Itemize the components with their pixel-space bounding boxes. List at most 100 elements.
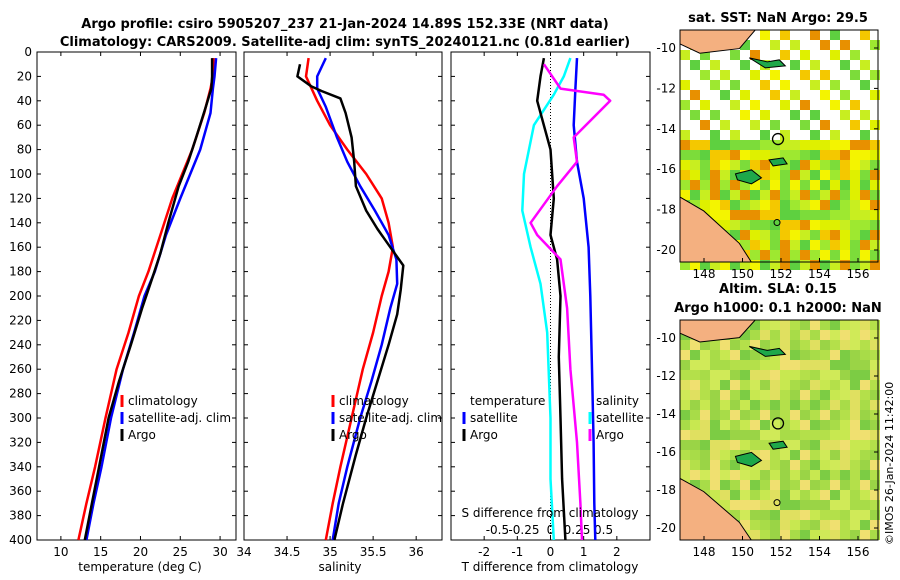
series-line-satellite-adj-clim xyxy=(315,57,399,541)
map-cell xyxy=(810,330,820,340)
legend-temperature-title: temperature xyxy=(470,394,545,408)
map-cell xyxy=(790,170,800,180)
map-cell xyxy=(720,370,730,380)
map-cell xyxy=(690,360,700,370)
map-cell xyxy=(770,400,780,410)
s-tick-label: -0.5 xyxy=(486,523,509,537)
map-cell xyxy=(680,390,690,400)
map-cell xyxy=(710,400,720,410)
map-frame xyxy=(679,29,879,263)
map-cell xyxy=(850,320,860,330)
map-cell xyxy=(860,360,870,370)
map-cell xyxy=(750,520,760,530)
y-tick-label: 400 xyxy=(9,533,32,547)
map-cell xyxy=(710,370,720,380)
map-cell xyxy=(830,200,840,210)
map-cell xyxy=(790,380,800,390)
map-cell xyxy=(800,210,810,220)
map-cell xyxy=(870,510,880,520)
map-cell xyxy=(730,470,740,480)
map-cell xyxy=(830,330,840,340)
map-cell xyxy=(780,140,790,150)
map-cell xyxy=(840,470,850,480)
map-cell xyxy=(760,340,770,350)
map-cell xyxy=(790,490,800,500)
island xyxy=(734,169,763,185)
map-cell xyxy=(690,400,700,410)
x-tick-label: -1 xyxy=(511,545,523,559)
x-tick-label: 35.5 xyxy=(360,545,387,559)
map-frame xyxy=(679,319,879,541)
map-cell xyxy=(810,180,820,190)
map-cell xyxy=(760,260,770,270)
map-cell xyxy=(830,460,840,470)
map-cell xyxy=(870,380,880,390)
map-cell xyxy=(840,460,850,470)
map-cell xyxy=(800,460,810,470)
map-cell xyxy=(740,360,750,370)
y-tick-label: 380 xyxy=(9,509,32,523)
map-cell xyxy=(760,480,770,490)
map-cell xyxy=(830,510,840,520)
map-cell xyxy=(720,440,730,450)
map-cell xyxy=(820,430,830,440)
map-cell xyxy=(720,180,730,190)
map-cell xyxy=(770,190,780,200)
map-cell xyxy=(860,420,870,430)
map-cell xyxy=(710,480,720,490)
map-cell xyxy=(790,330,800,340)
map-cell xyxy=(830,470,840,480)
map-cell xyxy=(750,400,760,410)
map-cell xyxy=(780,390,790,400)
map-cell xyxy=(810,480,820,490)
map-cell xyxy=(800,230,810,240)
map-cell xyxy=(820,320,830,330)
map-cell xyxy=(830,380,840,390)
map-cell xyxy=(780,500,790,510)
map-cell xyxy=(730,370,740,380)
map-cell xyxy=(760,150,770,160)
map-cell xyxy=(710,430,720,440)
title-line2: Climatology: CARS2009. Satellite-adj cli… xyxy=(60,35,630,50)
map-cell xyxy=(750,370,760,380)
title-line1: Argo profile: csiro 5905207_237 21-Jan-2… xyxy=(81,17,608,32)
map-cell xyxy=(730,350,740,360)
map-cell xyxy=(760,230,770,240)
map-cell xyxy=(790,220,800,230)
map-cell xyxy=(700,260,710,270)
map-cell xyxy=(790,350,800,360)
map-cell xyxy=(720,200,730,210)
map-cell xyxy=(810,470,820,480)
map-cell xyxy=(680,400,690,410)
map-cell xyxy=(770,410,780,420)
map-cell xyxy=(850,180,860,190)
map-cell xyxy=(870,330,880,340)
map-cell xyxy=(860,510,870,520)
map-cell xyxy=(780,80,790,90)
map-cell xyxy=(870,210,880,220)
x-tick-label: -2 xyxy=(478,545,490,559)
map-cell xyxy=(870,520,880,530)
map-cell xyxy=(870,170,880,180)
map-cell xyxy=(790,420,800,430)
map-cell xyxy=(860,380,870,390)
map-cell xyxy=(820,250,830,260)
map-cell xyxy=(810,350,820,360)
map-cell xyxy=(810,370,820,380)
map-cell xyxy=(830,100,840,110)
map-cell xyxy=(730,410,740,420)
map-cell xyxy=(700,140,710,150)
y-tick-label: 140 xyxy=(9,216,32,230)
map-cell xyxy=(690,440,700,450)
map-cell xyxy=(760,400,770,410)
map-cell xyxy=(710,360,720,370)
x-tick-label: 34.5 xyxy=(274,545,301,559)
map-cell xyxy=(870,340,880,350)
temperature-xlabel: temperature (deg C) xyxy=(78,560,201,574)
difference-xlabel: T difference from climatology xyxy=(461,560,639,574)
map-cell xyxy=(720,470,730,480)
map-cell xyxy=(800,320,810,330)
map-cell xyxy=(760,160,770,170)
map-cell xyxy=(700,350,710,360)
